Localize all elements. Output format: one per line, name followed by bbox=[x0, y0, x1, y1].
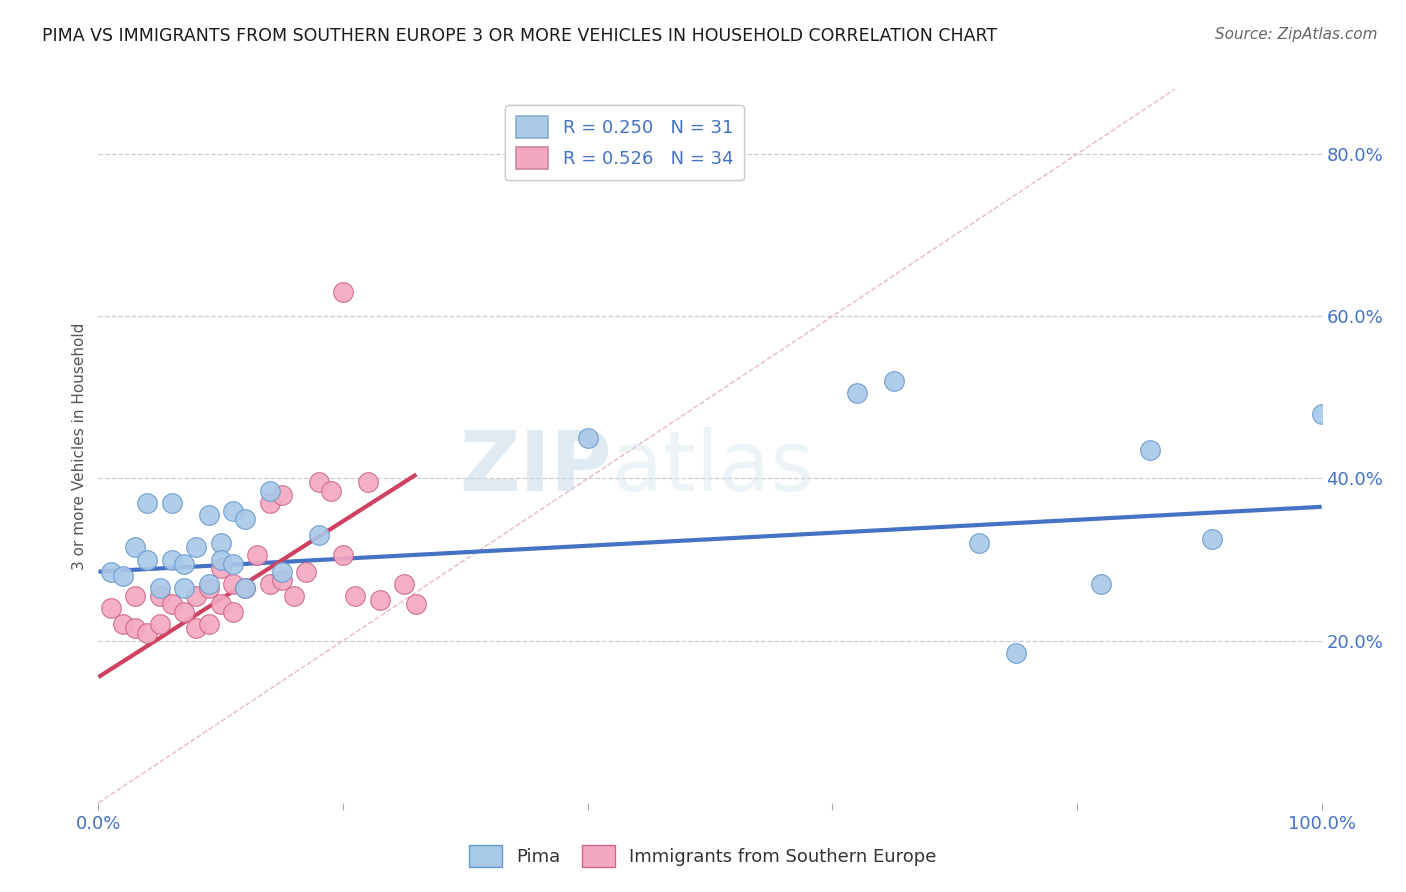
Point bbox=[270, 573, 294, 587]
Point bbox=[197, 617, 219, 632]
Point bbox=[1139, 443, 1161, 458]
Point bbox=[233, 512, 256, 526]
Point bbox=[222, 577, 245, 591]
Point bbox=[356, 475, 378, 490]
Point bbox=[270, 565, 294, 579]
Point bbox=[332, 549, 354, 563]
Point bbox=[233, 581, 256, 595]
Point bbox=[111, 617, 134, 632]
Point bbox=[368, 593, 391, 607]
Point bbox=[1004, 646, 1026, 660]
Text: ZIP: ZIP bbox=[460, 427, 612, 508]
Point bbox=[209, 552, 232, 566]
Point bbox=[308, 475, 330, 490]
Point bbox=[967, 536, 990, 550]
Point bbox=[173, 557, 195, 571]
Text: Source: ZipAtlas.com: Source: ZipAtlas.com bbox=[1215, 27, 1378, 42]
Point bbox=[111, 568, 134, 582]
Point bbox=[173, 605, 195, 619]
Point bbox=[149, 617, 172, 632]
Point bbox=[270, 488, 294, 502]
Point bbox=[233, 581, 256, 595]
Point bbox=[883, 374, 905, 388]
Point bbox=[160, 496, 183, 510]
Point bbox=[124, 541, 146, 555]
Point bbox=[160, 552, 183, 566]
Point bbox=[259, 496, 281, 510]
Point bbox=[160, 597, 183, 611]
Point bbox=[209, 560, 232, 574]
Point bbox=[149, 581, 172, 595]
Point bbox=[209, 597, 232, 611]
Point bbox=[186, 622, 208, 636]
Point bbox=[295, 565, 318, 579]
Point bbox=[136, 552, 159, 566]
Point bbox=[283, 589, 305, 603]
Point bbox=[124, 589, 146, 603]
Point bbox=[308, 528, 330, 542]
Point bbox=[149, 589, 172, 603]
Legend: Pima, Immigrants from Southern Europe: Pima, Immigrants from Southern Europe bbox=[463, 838, 943, 874]
Point bbox=[100, 601, 122, 615]
Point bbox=[576, 431, 599, 445]
Point bbox=[100, 565, 122, 579]
Point bbox=[197, 508, 219, 522]
Point bbox=[124, 622, 146, 636]
Point bbox=[173, 581, 195, 595]
Y-axis label: 3 or more Vehicles in Household: 3 or more Vehicles in Household bbox=[72, 322, 87, 570]
Point bbox=[344, 589, 367, 603]
Point bbox=[222, 605, 245, 619]
Point bbox=[222, 504, 245, 518]
Point bbox=[222, 557, 245, 571]
Point bbox=[136, 496, 159, 510]
Point bbox=[136, 625, 159, 640]
Point bbox=[1090, 577, 1112, 591]
Point bbox=[332, 285, 354, 299]
Point bbox=[259, 483, 281, 498]
Point bbox=[186, 541, 208, 555]
Point bbox=[209, 536, 232, 550]
Point bbox=[246, 549, 269, 563]
Text: PIMA VS IMMIGRANTS FROM SOUTHERN EUROPE 3 OR MORE VEHICLES IN HOUSEHOLD CORRELAT: PIMA VS IMMIGRANTS FROM SOUTHERN EUROPE … bbox=[42, 27, 997, 45]
Point bbox=[259, 577, 281, 591]
Point bbox=[1201, 533, 1223, 547]
Legend: R = 0.250   N = 31, R = 0.526   N = 34: R = 0.250 N = 31, R = 0.526 N = 34 bbox=[505, 105, 744, 180]
Point bbox=[1310, 407, 1333, 421]
Point bbox=[845, 386, 868, 401]
Point bbox=[197, 581, 219, 595]
Text: atlas: atlas bbox=[612, 427, 814, 508]
Point bbox=[197, 577, 219, 591]
Point bbox=[392, 577, 416, 591]
Point bbox=[405, 597, 427, 611]
Point bbox=[186, 589, 208, 603]
Point bbox=[319, 483, 342, 498]
